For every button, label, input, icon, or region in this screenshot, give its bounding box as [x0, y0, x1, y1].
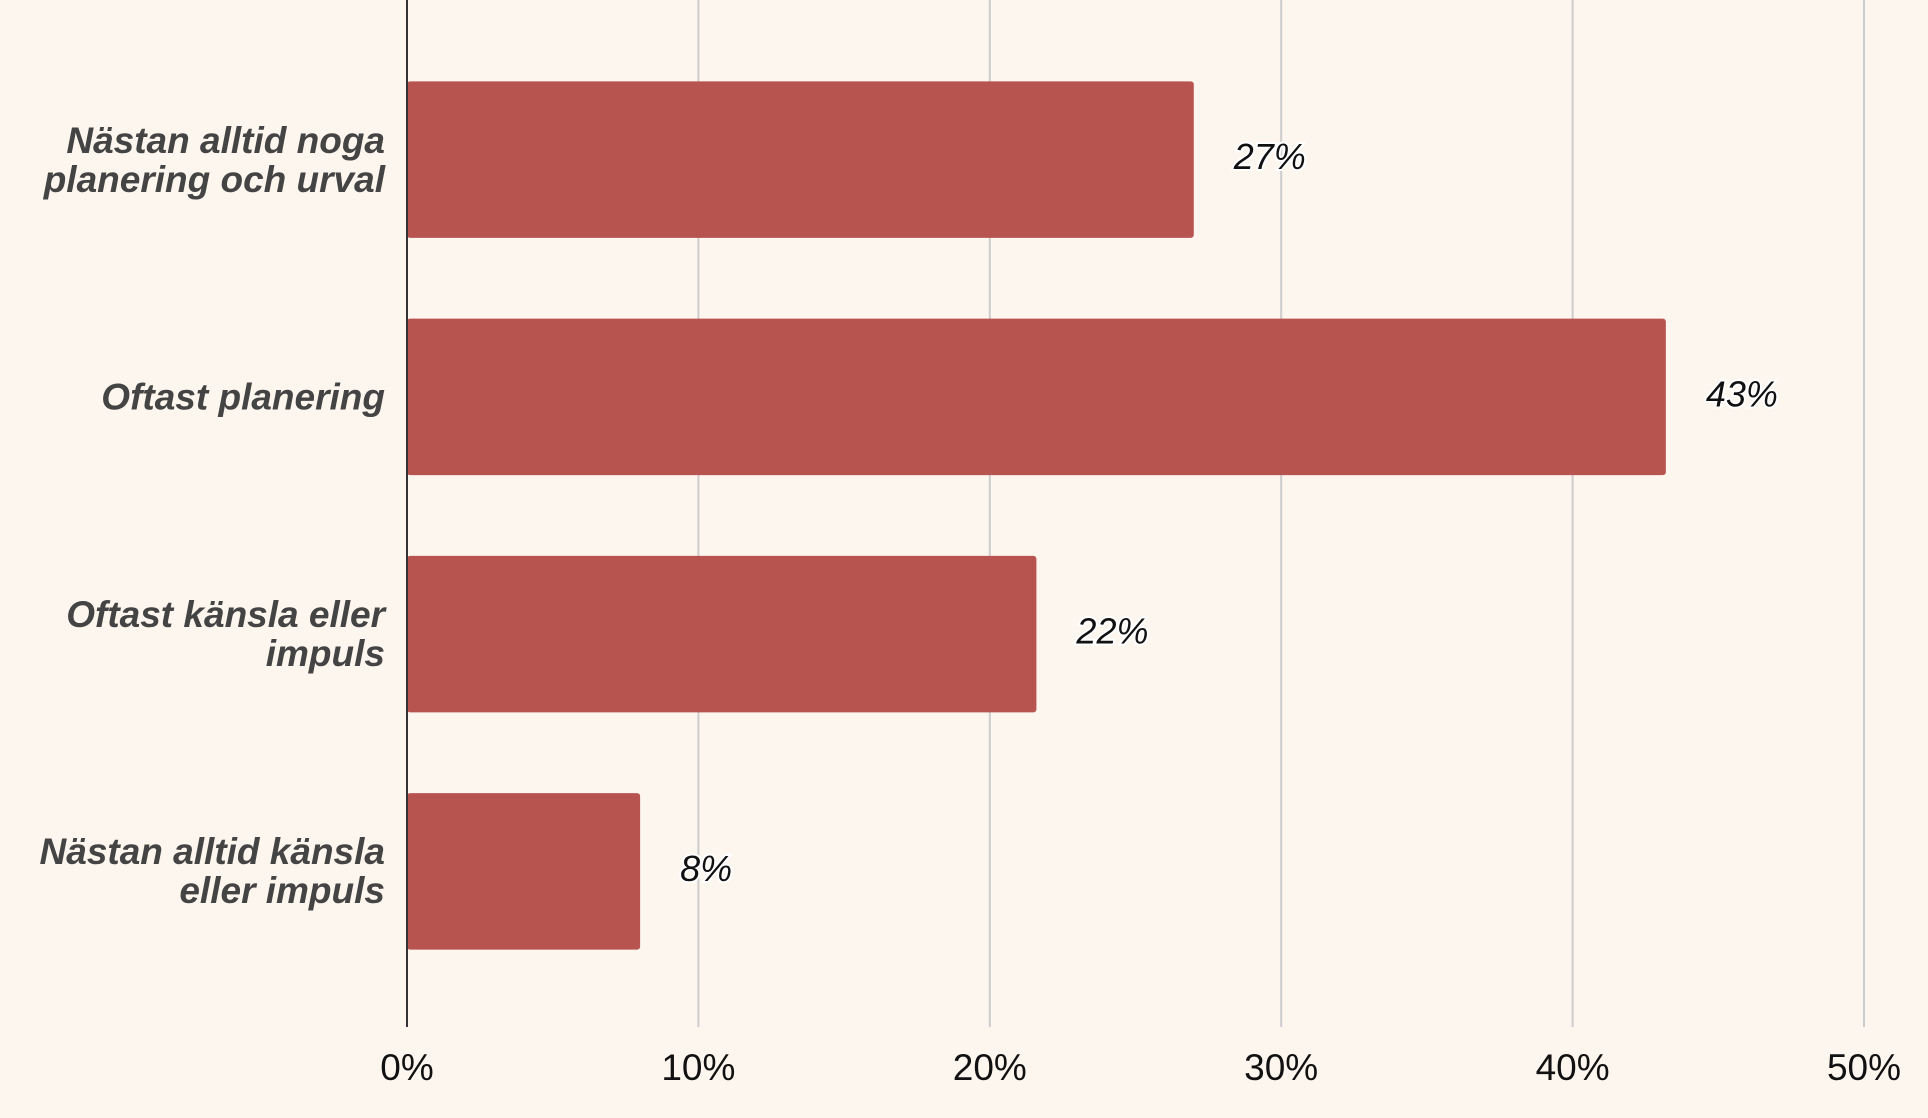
value-label: 43% [1706, 373, 1778, 414]
x-tick-label: 20% [953, 1047, 1027, 1088]
bar [407, 555, 1037, 713]
bar [407, 81, 1194, 238]
x-tick-label: 10% [661, 1047, 735, 1088]
x-tick-label: 50% [1827, 1047, 1901, 1088]
y-tick-label: Oftast känsla eller impuls [66, 594, 385, 675]
bar [407, 318, 1666, 476]
x-tick-label: 0% [380, 1047, 433, 1088]
y-tick-label: Nästan alltid känsla eller impuls [39, 831, 385, 912]
y-tick-label: Oftast planering [101, 376, 385, 418]
bar [407, 793, 641, 950]
value-label: 27% [1233, 136, 1306, 177]
value-label: 22% [1075, 611, 1148, 652]
x-tick-label: 40% [1536, 1047, 1610, 1088]
x-tick-label: 30% [1244, 1047, 1318, 1088]
y-tick-label: Nästan alltid noga planering och urval [43, 119, 385, 200]
value-label: 8% [680, 848, 732, 889]
